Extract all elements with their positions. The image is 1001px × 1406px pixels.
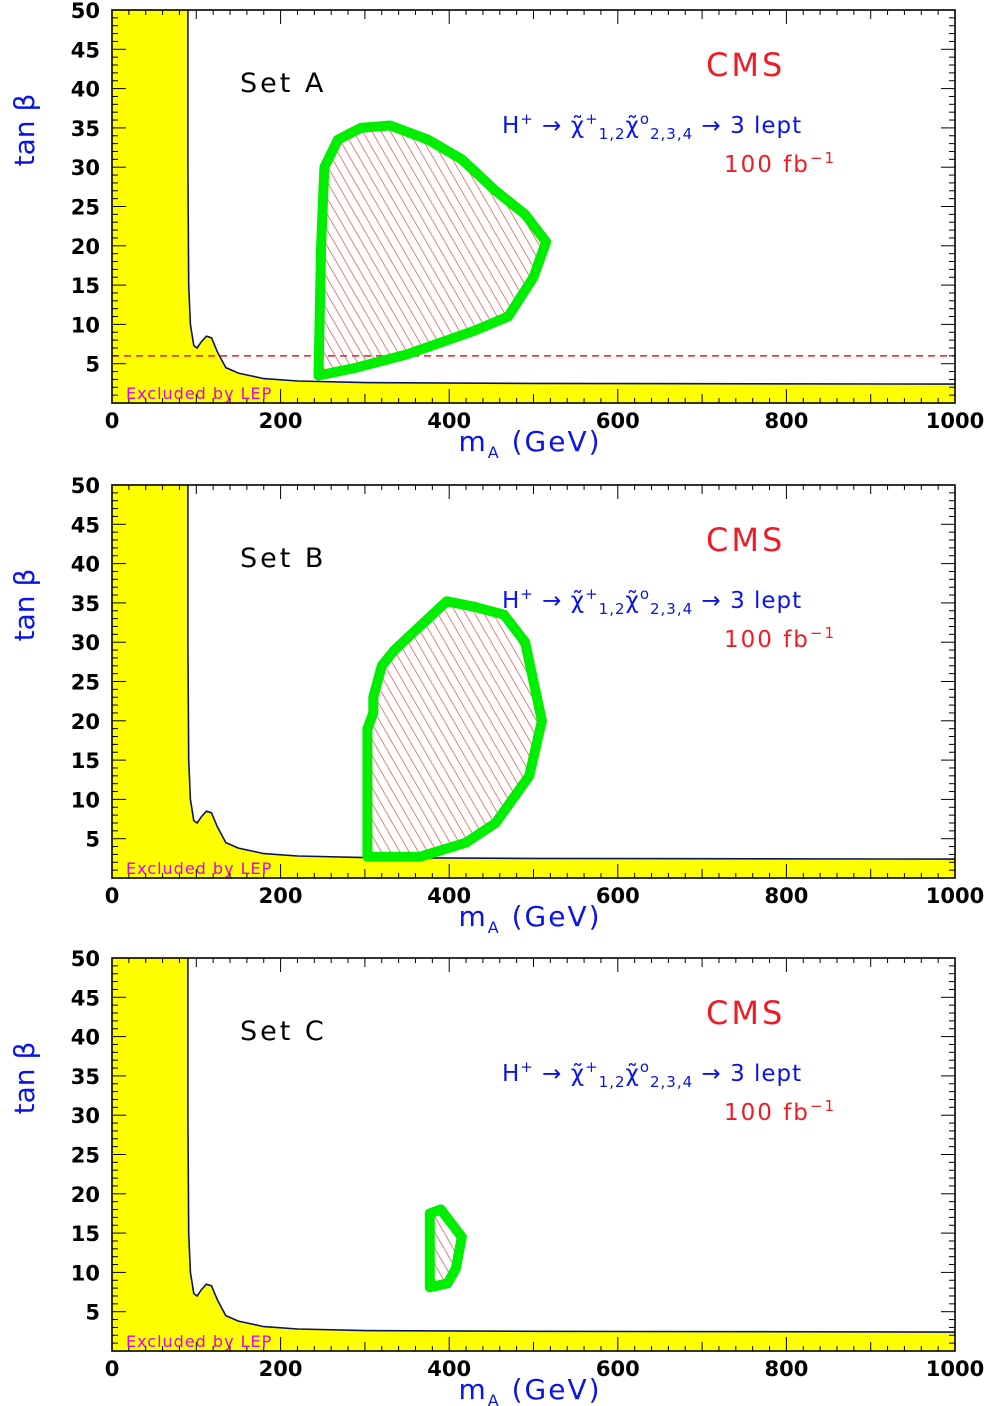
x-axis-label: mA (GeV) (458, 900, 601, 937)
y-tick-label: 40 (71, 78, 100, 102)
x-tick-label: 800 (764, 409, 808, 433)
process-label: H+ → χ̃+1,2χ̃o2,3,4 → 3 lept (502, 1058, 802, 1091)
y-tick-label: 45 (71, 38, 100, 62)
x-tick-label: 200 (259, 1357, 303, 1381)
chart-panel-2: 0 200 400 600 800 1000 5 10 15 20 25 30 35 40 45 50 Set … (8, 474, 984, 937)
excluded-boundary-line (187, 958, 956, 1333)
process-label: H+ → χ̃+1,2χ̃o2,3,4 → 3 lept (502, 585, 802, 618)
y-tick-label: 20 (71, 710, 100, 734)
y-tick-label: 35 (71, 592, 100, 616)
excluded-region (112, 10, 955, 403)
discovery-region-hatch (318, 125, 547, 376)
x-tick-label: 600 (596, 1357, 640, 1381)
y-tick-label: 30 (71, 156, 100, 180)
x-tick-label: 800 (764, 884, 808, 908)
experiment-label: CMS (706, 46, 785, 84)
y-tick-label: 10 (71, 788, 100, 812)
y-tick-label: 10 (71, 313, 100, 337)
x-tick-label: 400 (427, 1357, 471, 1381)
excluded-boundary-line (187, 10, 956, 385)
y-tick-label: 5 (85, 828, 100, 852)
plot-frame (111, 957, 956, 1352)
discovery-contour (362, 596, 547, 862)
y-tick-label: 25 (71, 1144, 100, 1168)
y-tick-label: 30 (71, 631, 100, 655)
y-tick-label: 20 (71, 1183, 100, 1207)
excluded-label: Excluded by LEP (126, 384, 272, 403)
lumi-label: 100 fb−1 (724, 1097, 836, 1126)
y-tick-label: 5 (85, 353, 100, 377)
y-tick-label: 45 (71, 986, 100, 1010)
y-tick-label: 35 (71, 117, 100, 141)
excluded-boundary-line (187, 485, 956, 860)
x-tick-label: 600 (596, 409, 640, 433)
x-tick-label: 1000 (926, 1357, 984, 1381)
x-tick-label: 200 (259, 409, 303, 433)
y-tick-label: 15 (71, 274, 100, 298)
y-tick-label: 30 (71, 1104, 100, 1128)
excluded-region (112, 485, 955, 878)
y-tick-label: 50 (71, 0, 100, 23)
x-axis-label: mA (GeV) (458, 1373, 601, 1406)
set-label: Set C (240, 1016, 327, 1047)
y-tick-label: 25 (71, 196, 100, 220)
discovery-contour (313, 120, 552, 381)
excluded-label: Excluded by LEP (126, 859, 272, 878)
experiment-label: CMS (706, 521, 785, 559)
lumi-label: 100 fb−1 (724, 149, 836, 178)
x-tick-label: 1000 (926, 409, 984, 433)
y-tick-label: 15 (71, 749, 100, 773)
x-tick-label: 800 (764, 1357, 808, 1381)
y-axis-label: tan β (8, 1042, 41, 1115)
chart-panel-3: 0 200 400 600 800 1000 5 10 15 20 25 30 35 40 45 50 Set … (8, 947, 984, 1406)
y-tick-label: 25 (71, 671, 100, 695)
y-tick-label: 50 (71, 474, 100, 498)
excluded-region (112, 958, 955, 1351)
set-label: Set B (240, 543, 326, 574)
y-tick-label: 10 (71, 1261, 100, 1285)
plot-frame (111, 9, 956, 404)
chart-panel-1: 0 200 400 600 800 1000 5 10 15 20 25 30 35 40 45 50 Set … (8, 0, 984, 462)
process-label: H+ → χ̃+1,2χ̃o2,3,4 → 3 lept (502, 110, 802, 143)
x-tick-label: 0 (105, 884, 120, 908)
lumi-label: 100 fb−1 (724, 624, 836, 653)
set-label: Set A (240, 68, 326, 99)
y-tick-label: 5 (85, 1301, 100, 1325)
x-tick-label: 400 (427, 884, 471, 908)
excluded-label: Excluded by LEP (126, 1332, 272, 1351)
x-axis-label: mA (GeV) (458, 425, 601, 462)
discovery-region-hatch (367, 601, 542, 857)
x-tick-label: 600 (596, 884, 640, 908)
y-tick-label: 40 (71, 1026, 100, 1050)
experiment-label: CMS (706, 994, 785, 1032)
x-tick-label: 200 (259, 884, 303, 908)
y-axis-label: tan β (8, 569, 41, 642)
y-tick-label: 45 (71, 513, 100, 537)
x-tick-label: 0 (105, 1357, 120, 1381)
y-axis-label: tan β (8, 94, 41, 167)
x-tick-label: 400 (427, 409, 471, 433)
y-tick-label: 15 (71, 1222, 100, 1246)
y-tick-label: 35 (71, 1065, 100, 1089)
discovery-contour (424, 1204, 467, 1293)
y-tick-label: 20 (71, 235, 100, 259)
x-tick-label: 0 (105, 409, 120, 433)
y-tick-label: 50 (71, 947, 100, 971)
y-tick-label: 40 (71, 553, 100, 577)
x-tick-label: 1000 (926, 884, 984, 908)
